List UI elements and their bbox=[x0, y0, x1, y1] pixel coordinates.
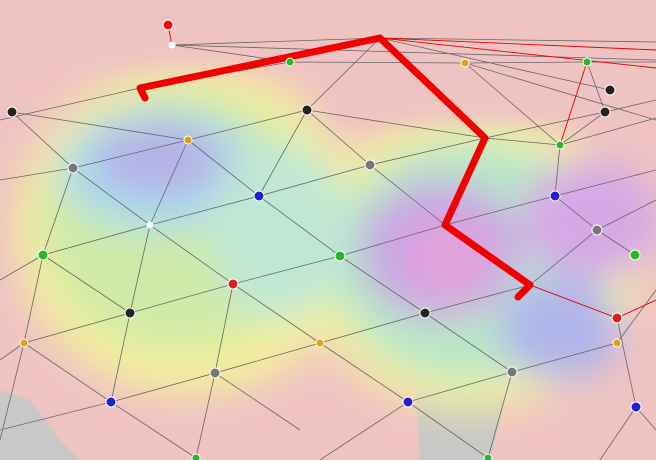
route bbox=[136, 34, 534, 301]
red-links bbox=[167, 24, 656, 319]
nodes bbox=[6, 19, 642, 460]
heatmap bbox=[15, 65, 656, 410]
